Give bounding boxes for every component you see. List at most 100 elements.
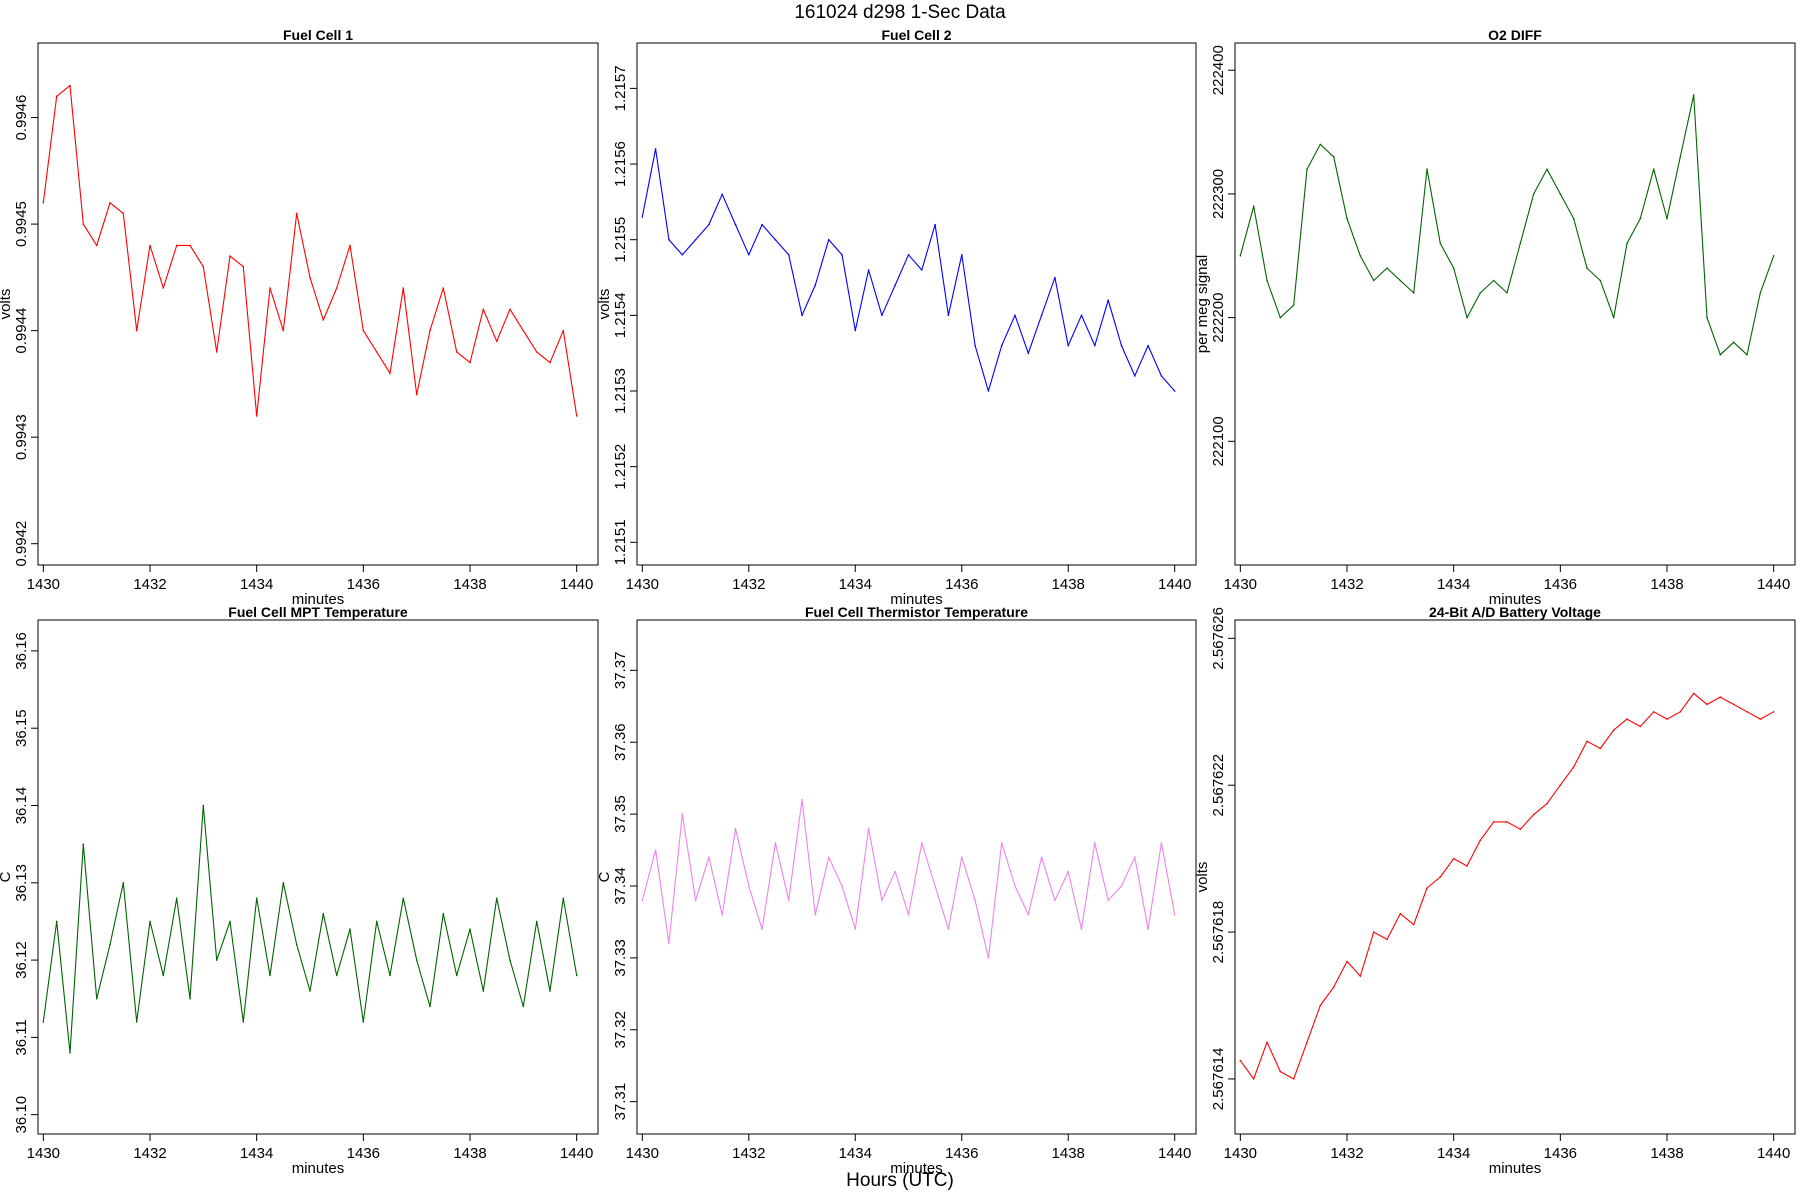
y-tick-label: 36.10 — [13, 1096, 30, 1134]
data-point — [881, 314, 883, 317]
data-point — [1107, 299, 1109, 302]
x-tick-label: 1436 — [945, 576, 978, 593]
y-tick-label: 0.9944 — [13, 308, 30, 354]
y-tick-label: 1.2151 — [612, 519, 629, 565]
x-tick-label: 1430 — [1224, 1145, 1257, 1162]
y-tick-label: 37.34 — [612, 867, 629, 905]
data-point — [1692, 94, 1695, 96]
data-point — [442, 912, 445, 915]
data-point — [1040, 856, 1043, 858]
plot-frame — [1234, 42, 1796, 566]
data-point — [1359, 255, 1362, 257]
x-tick-label: 1436 — [347, 1145, 380, 1162]
data-point — [389, 372, 391, 375]
panel-title: Fuel Cell 2 — [881, 27, 951, 43]
data-point — [787, 254, 790, 256]
data-point — [402, 897, 405, 900]
data-point — [1239, 1059, 1242, 1062]
data-point — [1626, 718, 1628, 720]
data-point — [1679, 156, 1682, 158]
data-point — [95, 997, 98, 1000]
data-point — [1386, 938, 1388, 941]
y-tick-label: 2.567614 — [1210, 1048, 1227, 1111]
data-point — [1706, 703, 1708, 706]
y-tick-label: 2.567626 — [1210, 607, 1227, 670]
data-point — [1439, 876, 1442, 878]
data-point — [1479, 292, 1482, 294]
data-point — [1252, 205, 1255, 208]
data-point — [415, 959, 418, 961]
data-point — [295, 943, 298, 946]
x-tick-label: 1440 — [1158, 576, 1191, 593]
data-point — [1692, 692, 1695, 695]
data-point — [69, 1052, 71, 1054]
footer-xlabel: Hours (UTC) — [846, 1170, 954, 1191]
data-point — [282, 882, 285, 884]
data-point — [854, 329, 857, 332]
data-point — [1147, 344, 1149, 347]
data-point — [415, 393, 418, 396]
data-point — [469, 928, 471, 930]
panel-battery-voltage: 24-Bit A/D Battery Voltage 1430 1432 1434 14… — [1194, 604, 1796, 1177]
data-point — [1666, 718, 1668, 720]
data-point — [149, 920, 151, 923]
x-tick-label: 1432 — [1330, 1145, 1363, 1162]
y-tick-label: 36.13 — [13, 864, 30, 902]
y-tick-label: 222300 — [1210, 169, 1227, 219]
x-tick-label: 1440 — [1757, 1145, 1790, 1162]
data-point — [1612, 729, 1615, 731]
data-point — [1572, 217, 1575, 220]
x-tick-label: 1438 — [453, 576, 486, 593]
data-point — [1266, 279, 1268, 282]
x-tick-label: 1438 — [453, 1145, 486, 1162]
data-point — [575, 974, 578, 977]
data-point — [1306, 1041, 1308, 1043]
data-point — [1466, 865, 1468, 867]
data-point — [1559, 193, 1562, 195]
data-point — [1532, 193, 1535, 195]
data-point — [55, 95, 58, 98]
x-tick-label: 1434 — [240, 1145, 273, 1162]
data-point — [668, 942, 670, 945]
data-point — [1332, 986, 1335, 988]
data-point — [1586, 740, 1588, 742]
x-tick-label: 1432 — [133, 1145, 166, 1162]
data-point — [295, 212, 298, 215]
data-point — [455, 974, 458, 977]
x-tick-label: 1440 — [560, 1145, 593, 1162]
data-point — [175, 244, 178, 247]
data-point — [1279, 1070, 1282, 1073]
x-tick-label: 1430 — [27, 576, 60, 593]
data-point — [202, 265, 205, 268]
data-point — [1054, 899, 1056, 902]
data-point — [801, 314, 803, 317]
x-axis-label: minutes — [1489, 1160, 1542, 1177]
data-point — [1612, 316, 1615, 319]
data-point — [947, 314, 950, 317]
data-point — [1519, 242, 1522, 245]
y-tick-label: 2.567622 — [1210, 754, 1227, 817]
data-point — [495, 340, 498, 343]
x-tick-label: 1434 — [839, 576, 872, 593]
data-point — [1346, 217, 1348, 220]
data-point — [1679, 711, 1682, 713]
data-point — [1252, 1078, 1255, 1080]
y-tick-label: 37.31 — [612, 1083, 629, 1121]
data-point — [482, 308, 485, 311]
x-tick-label: 1434 — [240, 576, 273, 593]
data-point — [1160, 842, 1163, 844]
x-tick-label: 1440 — [1757, 576, 1790, 593]
data-point — [787, 899, 790, 902]
data-point — [1000, 842, 1003, 844]
data-point — [482, 990, 485, 992]
data-point — [1746, 711, 1748, 713]
data-point — [55, 920, 58, 923]
panel-title: 24-Bit A/D Battery Voltage — [1429, 604, 1601, 620]
data-point — [761, 928, 763, 930]
data-point — [1080, 928, 1083, 930]
data-point — [1027, 913, 1030, 916]
y-tick-label: 2.567618 — [1210, 901, 1227, 964]
data-point — [1546, 168, 1548, 170]
data-point — [867, 827, 870, 830]
data-point — [641, 899, 644, 902]
